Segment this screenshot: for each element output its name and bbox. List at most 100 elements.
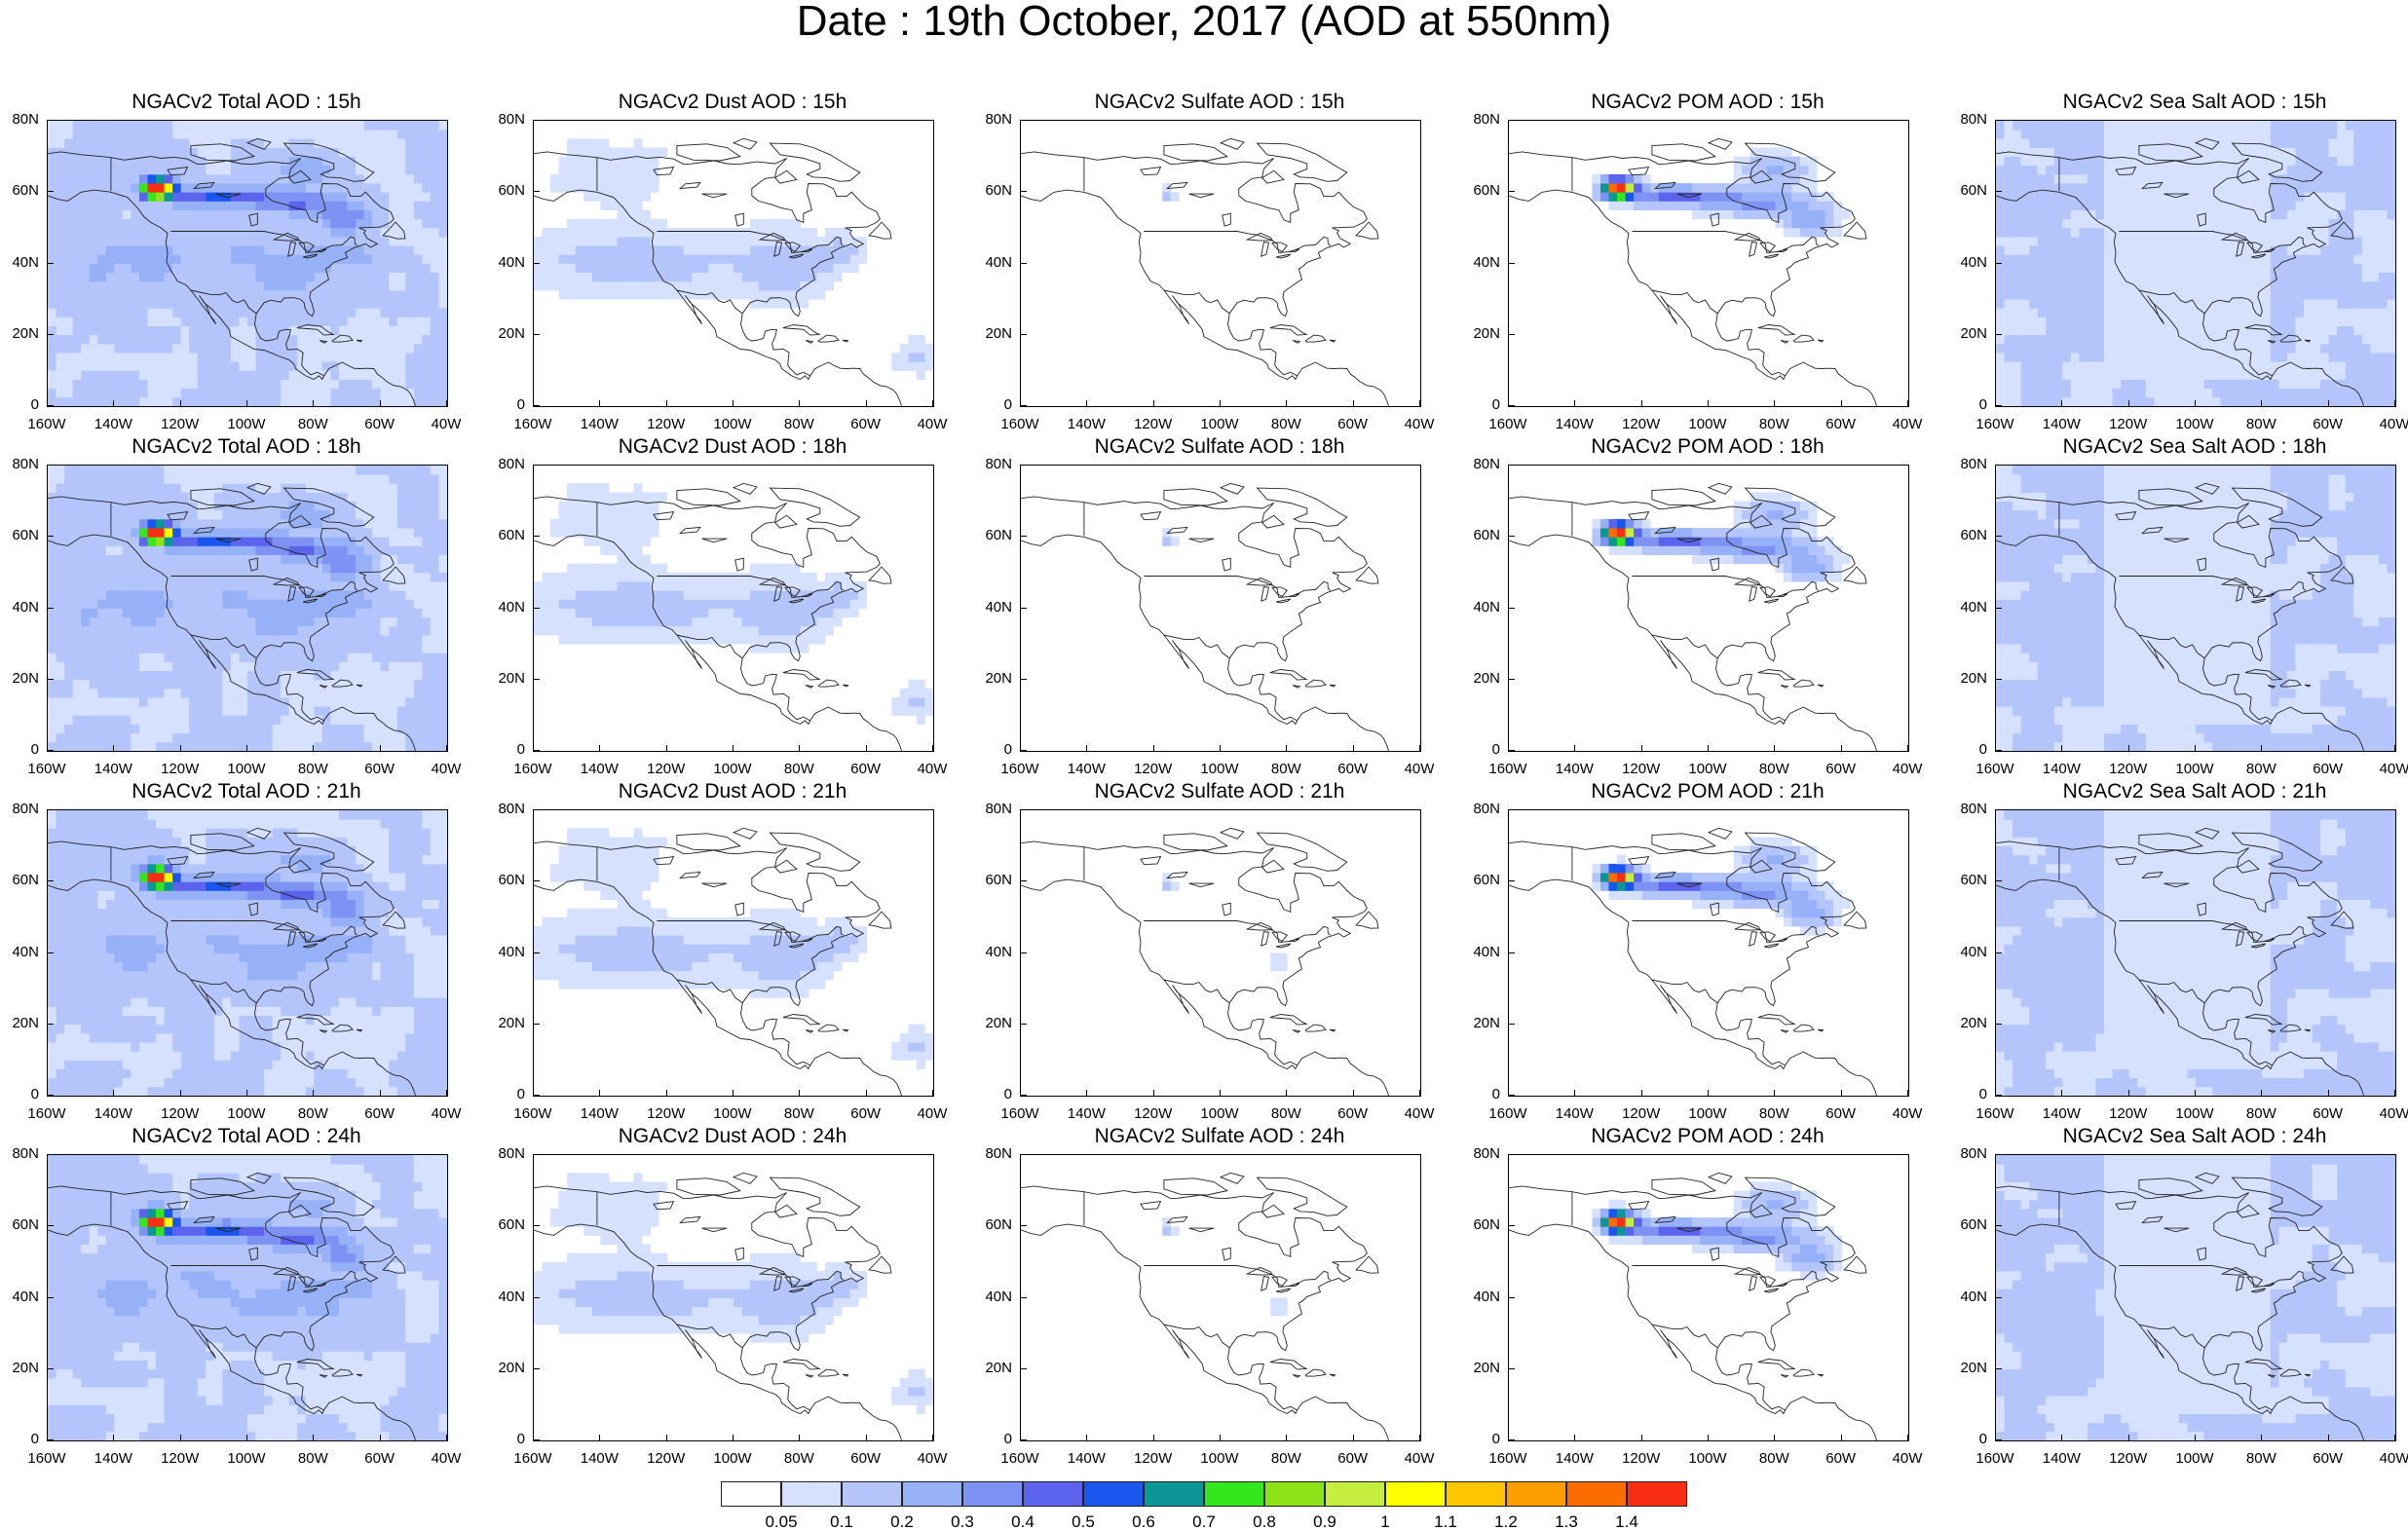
aod-cell <box>2295 147 2305 158</box>
aod-cell <box>2245 353 2255 362</box>
aod-cell <box>2370 173 2380 184</box>
aod-cell <box>230 130 240 139</box>
aod-cell <box>2278 121 2288 131</box>
aod-cell <box>2162 379 2171 390</box>
aod-cell <box>2121 192 2130 202</box>
aod-cell <box>305 370 315 380</box>
aod-cell <box>164 518 173 529</box>
aod-cell <box>81 156 91 167</box>
aod-cell <box>164 528 173 538</box>
aod-cell <box>172 254 182 264</box>
aod-cell <box>64 706 74 716</box>
aod-cell <box>156 245 165 255</box>
aod-cell <box>156 679 165 690</box>
aod-cell <box>122 466 132 475</box>
aod-cell <box>156 289 165 300</box>
aod-cell <box>89 165 98 175</box>
aod-cell <box>206 563 215 574</box>
aod-cell <box>338 325 348 336</box>
aod-cell <box>2137 280 2147 291</box>
aod-cell <box>222 634 232 645</box>
aod-cell <box>405 192 415 202</box>
aod-cell <box>2361 353 2371 362</box>
aod-cell <box>288 263 298 274</box>
aod-cell <box>239 361 248 371</box>
aod-cell <box>2187 192 2197 202</box>
aod-cell <box>189 201 199 210</box>
aod-cell <box>180 697 190 707</box>
aod-cell <box>288 201 298 210</box>
aod-cell <box>774 227 784 238</box>
aod-cell <box>600 147 610 158</box>
island <box>817 334 840 343</box>
aod-cell <box>105 572 115 582</box>
aod-cell <box>230 509 240 520</box>
aod-cell <box>2020 289 2030 300</box>
aod-cell <box>89 343 98 354</box>
aod-cell <box>213 715 223 725</box>
aod-cell <box>255 218 265 229</box>
aod-cell <box>105 501 115 511</box>
aod-cell <box>550 263 560 274</box>
aod-cell <box>1691 209 1701 220</box>
coastline <box>48 189 416 406</box>
aod-cell <box>2295 272 2305 282</box>
aod-cell <box>2353 237 2363 246</box>
aod-cell <box>2121 308 2130 317</box>
aod-cell <box>213 165 223 175</box>
aod-cell <box>180 625 190 636</box>
aod-cell <box>741 263 751 274</box>
aod-cell <box>1996 334 2005 345</box>
aod-cell <box>56 388 65 398</box>
aod-cell <box>558 272 568 282</box>
aod-cell <box>164 644 173 653</box>
aod-cell <box>297 237 307 246</box>
aod-cell <box>2295 370 2305 380</box>
aod-cell <box>734 237 742 246</box>
aod-cell <box>591 280 601 291</box>
aod-cell <box>164 254 173 264</box>
aod-cell <box>413 173 423 184</box>
aod-cell <box>2320 396 2330 406</box>
aod-cell <box>2286 379 2296 390</box>
aod-cell <box>330 165 340 175</box>
aod-cell <box>2029 218 2039 229</box>
aod-cell <box>255 343 265 354</box>
aod-cell <box>2112 201 2122 210</box>
aod-cell <box>405 308 415 317</box>
aod-cell <box>430 218 439 229</box>
aod-cell <box>321 706 331 716</box>
aod-cell <box>2262 165 2272 175</box>
aod-cell <box>297 616 307 627</box>
aod-cell <box>314 156 323 167</box>
aod-cell <box>288 634 298 645</box>
aod-cell <box>2079 396 2088 406</box>
aod-cell <box>2137 272 2147 282</box>
aod-cell <box>2295 396 2305 406</box>
aod-cell <box>131 183 140 193</box>
aod-cell <box>172 724 182 734</box>
aod-cell <box>2079 361 2088 371</box>
aod-cell <box>230 325 240 336</box>
aod-cell <box>2162 263 2171 274</box>
aod-cell <box>2095 334 2105 345</box>
aod-cell <box>380 227 390 238</box>
aod-cell <box>122 388 132 398</box>
aod-cell <box>2170 218 2180 229</box>
aod-cell <box>430 343 439 354</box>
aod-cell <box>114 554 124 565</box>
aod-cell <box>213 227 223 238</box>
aod-cell <box>48 563 56 574</box>
aod-cell <box>239 245 248 255</box>
aod-cell <box>2387 121 2395 131</box>
aod-cell <box>197 218 207 229</box>
aod-cell <box>122 572 132 582</box>
aod-cell <box>239 572 248 582</box>
aod-cell <box>842 237 850 246</box>
aod-cell <box>783 263 793 274</box>
aod-cell <box>2112 121 2122 131</box>
aod-map <box>48 121 447 406</box>
aod-cell <box>305 263 315 274</box>
aod-cell <box>255 625 265 636</box>
aod-cell <box>64 280 74 291</box>
